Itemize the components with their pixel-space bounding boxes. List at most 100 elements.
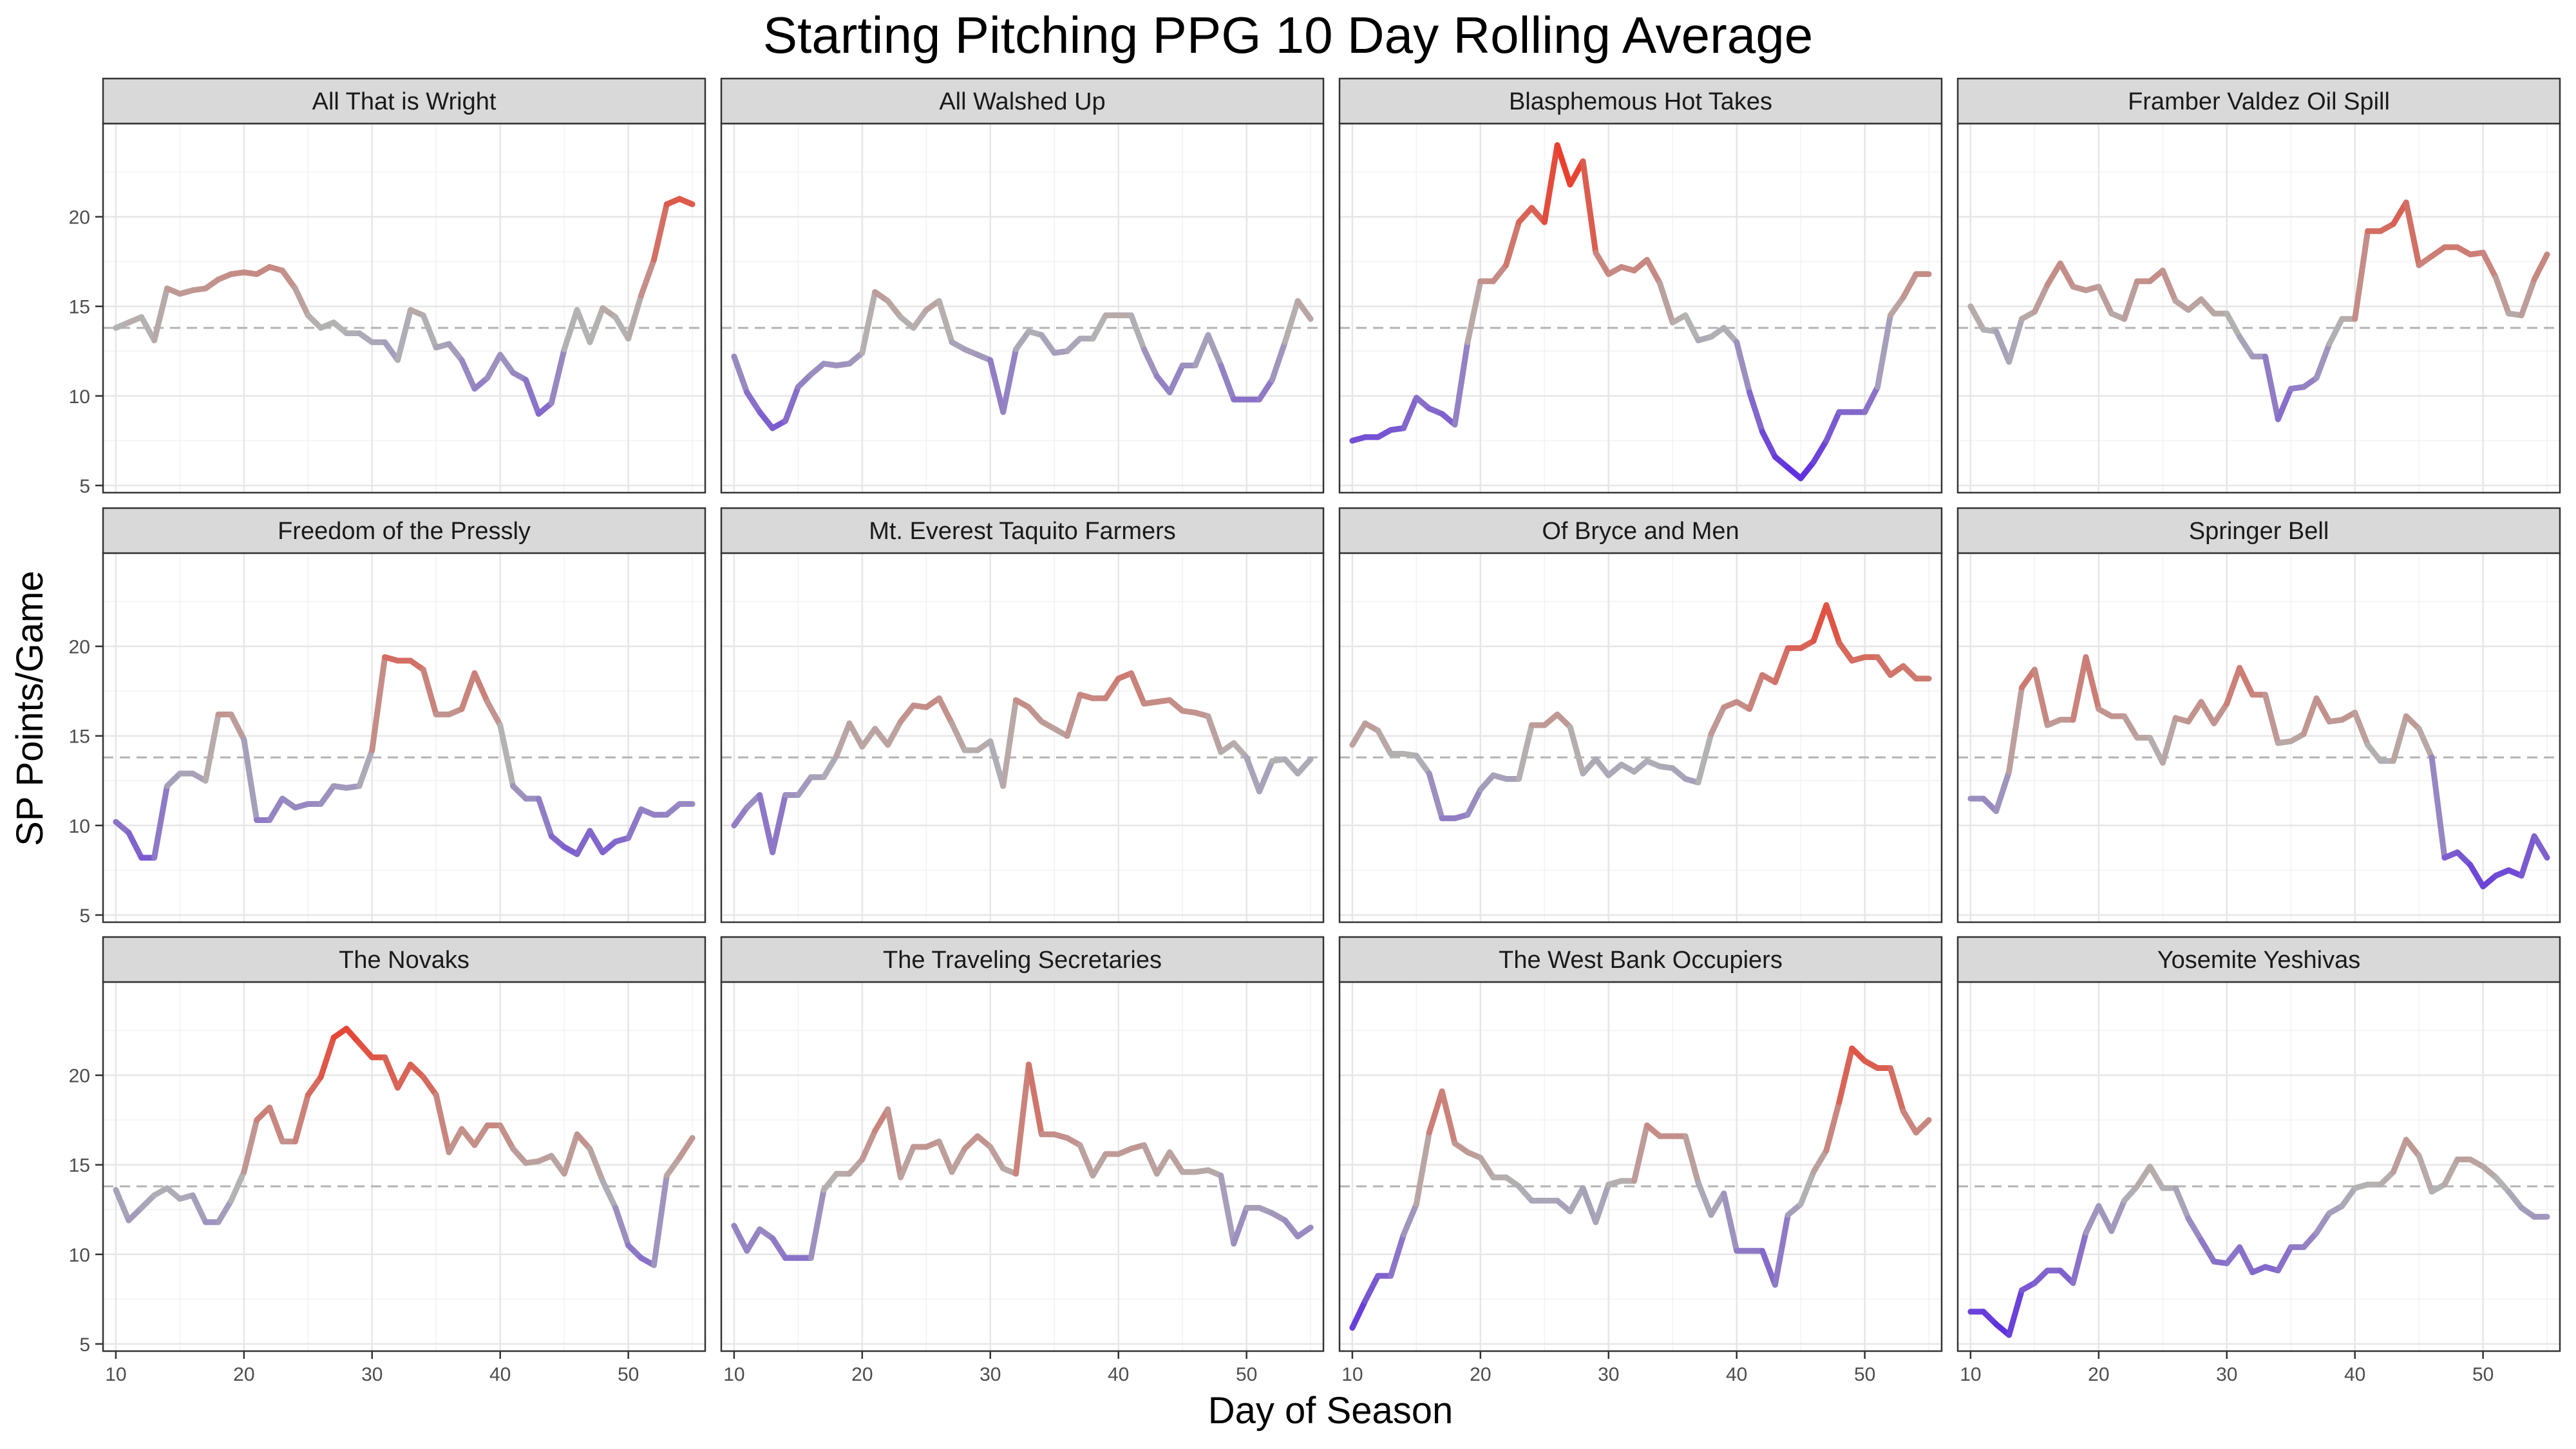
series-line-segment — [1256, 377, 1275, 402]
series-line-segment — [2480, 249, 2499, 281]
series-line-segment — [267, 1104, 286, 1145]
panel-background — [1340, 982, 1942, 1351]
series-line-segment — [1695, 1180, 1714, 1218]
series-line-segment — [1141, 346, 1160, 379]
series-line-segment — [1772, 1212, 1791, 1288]
series-line-segment — [1349, 720, 1368, 748]
series-line-segment — [2454, 849, 2474, 868]
series-line-segment — [1593, 756, 1612, 779]
series-line-segment — [987, 357, 1007, 415]
series-line-segment — [1103, 676, 1122, 701]
series-line-segment — [471, 670, 491, 705]
series-line-segment — [2146, 1164, 2166, 1191]
series-line-segment — [2275, 386, 2294, 422]
facet-panel: Blasphemous Hot Takes — [1338, 77, 1943, 494]
x-axis-title: Day of Season — [1208, 1390, 1453, 1432]
series-line-segment — [1887, 1065, 1906, 1114]
series-line-segment — [936, 695, 955, 726]
series-line-segment — [731, 804, 750, 829]
series-line-segment — [1439, 1088, 1458, 1146]
series-line-segment — [1967, 303, 1987, 333]
series-line-segment — [650, 201, 670, 263]
series-line-segment — [2416, 1153, 2435, 1195]
series-line-segment — [1875, 312, 1893, 390]
series-line-segment — [1797, 1169, 1817, 1208]
facet-strip — [102, 77, 706, 125]
series-line-segment — [859, 289, 878, 356]
series-line-segment — [587, 1146, 606, 1184]
panel-border — [1338, 122, 1943, 494]
series-line-segment — [2493, 274, 2512, 317]
y-tick-label: 15 — [69, 1155, 90, 1177]
series-line-segment — [2467, 862, 2486, 889]
series-line-segment — [305, 312, 324, 331]
series-line-segment — [1900, 1108, 1919, 1136]
facet-strip-label: Yosemite Yeshivas — [2157, 947, 2361, 974]
series-line-segment — [2096, 1203, 2115, 1235]
series-line-segment — [548, 346, 567, 406]
series-line-segment — [612, 1204, 632, 1249]
y-tick-label: 10 — [69, 1245, 90, 1266]
series-line-segment — [2493, 1174, 2512, 1195]
series-line-segment — [446, 1126, 465, 1155]
series-line-segment — [770, 1235, 788, 1261]
series-line-segment — [1682, 1133, 1701, 1186]
series-line-segment — [574, 828, 593, 857]
x-tick-label: 50 — [2472, 1364, 2494, 1385]
series-line-segment — [885, 1106, 904, 1180]
series-line-segment — [164, 770, 183, 790]
facet-strip-label: Framber Valdez Oil Spill — [2128, 88, 2390, 115]
series-line-segment — [676, 196, 696, 207]
series-line-segment — [1516, 722, 1535, 782]
facet-panels: All That is Wright 5 10 15 20 All Walshed Up B… — [69, 77, 2561, 1385]
series-line-segment — [1218, 363, 1237, 402]
series-line-segment — [2275, 1244, 2294, 1274]
x-tick-label: 30 — [2216, 1364, 2237, 1385]
series-line-segment — [1153, 373, 1173, 395]
series-line-segment — [1256, 758, 1275, 795]
series-line-segment — [2390, 713, 2409, 764]
series-line-segment — [2300, 695, 2320, 737]
series-line-segment — [2224, 1244, 2243, 1267]
series-line-segment — [2146, 735, 2166, 766]
series-line-segment — [292, 285, 311, 319]
x-tick-label: 50 — [618, 1364, 639, 1385]
series-line-segment — [1810, 1147, 1830, 1175]
series-line-segment — [2198, 1237, 2217, 1265]
series-line-segment — [961, 1133, 981, 1152]
y-tick-label: 5 — [79, 476, 90, 497]
series-line-segment — [1413, 752, 1432, 777]
series-line-segment — [510, 783, 529, 802]
facet-strip-label: All Walshed Up — [939, 88, 1105, 115]
series-line-segment — [2121, 1183, 2141, 1204]
series-line-segment — [535, 795, 554, 839]
series-line-segment — [574, 1131, 593, 1152]
x-tick-label: 10 — [723, 1364, 744, 1385]
series-line-segment — [228, 711, 247, 743]
series-line-segment — [1477, 1155, 1497, 1180]
panel-background — [103, 553, 705, 922]
series-line-segment — [808, 1187, 827, 1261]
x-tick-label: 20 — [1470, 1364, 1491, 1385]
series-line-segment — [898, 702, 916, 724]
series-line-segment — [1452, 339, 1471, 428]
series-line-segment — [1064, 336, 1083, 354]
series-line-segment — [2121, 713, 2141, 741]
series-line-segment — [846, 720, 866, 750]
x-tick-label: 50 — [1854, 1364, 1875, 1385]
series-line-segment — [2429, 754, 2448, 861]
series-line-segment — [2198, 699, 2217, 726]
x-tick-label: 20 — [2088, 1364, 2109, 1385]
series-line-segment — [241, 736, 260, 823]
series-line-segment — [471, 1122, 491, 1148]
series-line-segment — [1413, 1130, 1432, 1208]
series-line-segment — [2326, 316, 2345, 347]
series-line-segment — [1282, 298, 1301, 345]
series-line-segment — [770, 792, 788, 856]
series-line-segment — [1708, 704, 1727, 737]
series-line-segment — [1567, 724, 1586, 777]
series-line-segment — [1580, 1185, 1599, 1226]
series-line-segment — [2185, 1215, 2204, 1244]
facet-panel: Springer Bell — [1956, 507, 2561, 923]
series-line-segment — [1554, 711, 1573, 730]
